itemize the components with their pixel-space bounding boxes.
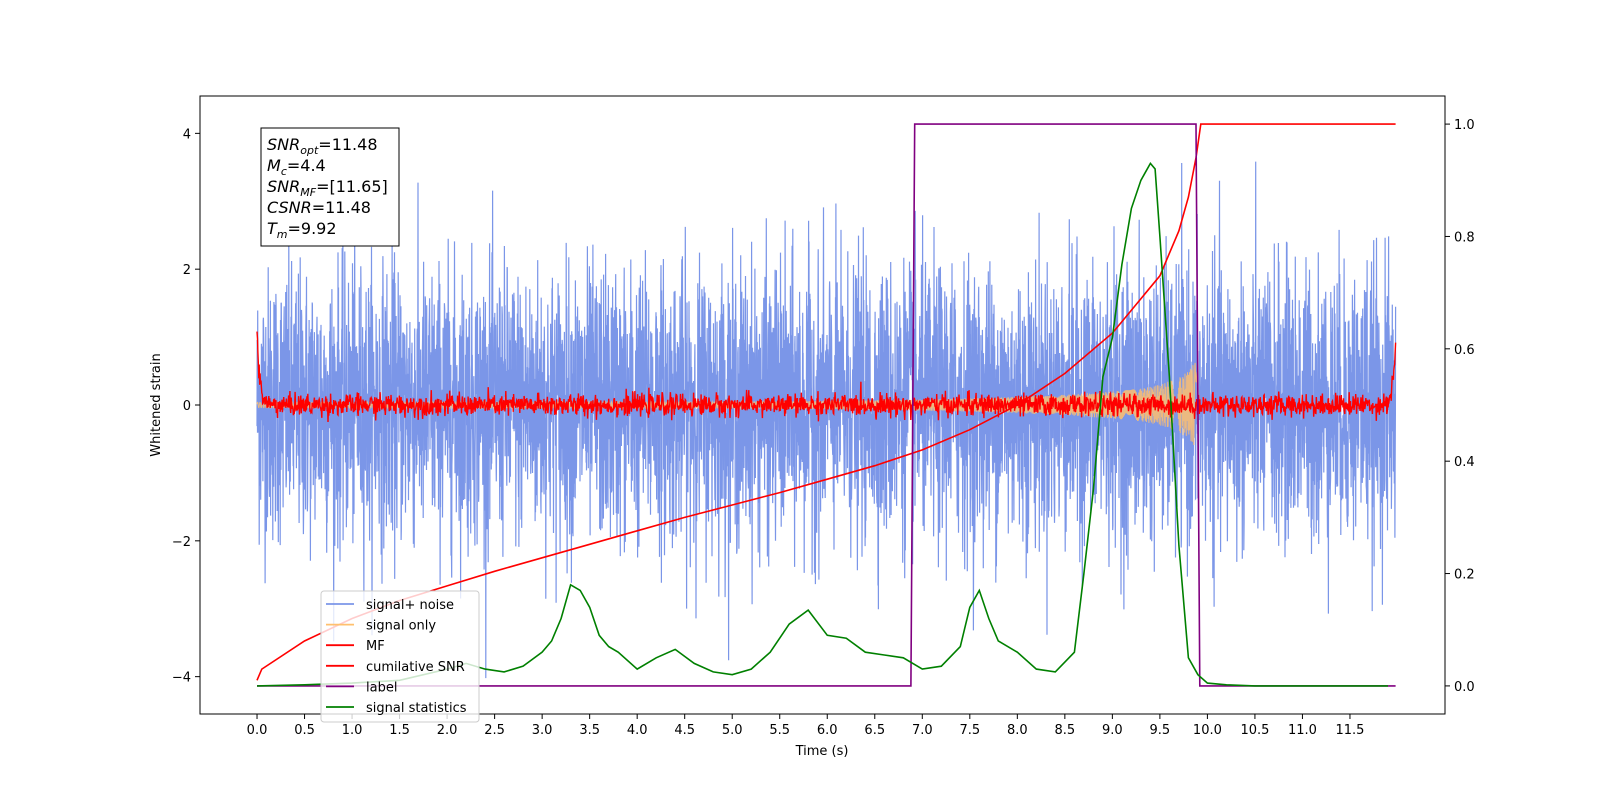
- x-tick-label: 1.0: [342, 723, 363, 738]
- x-tick-label: 9.0: [1102, 723, 1123, 738]
- x-tick-label: 10.0: [1193, 723, 1222, 738]
- y-axis-right: 1.0 0.8 0.6 0.4 0.2 0.0: [1445, 118, 1475, 695]
- annotation-subscript: m: [277, 228, 288, 241]
- x-tick-label: 8.0: [1007, 723, 1028, 738]
- x-axis: 0.0 0.5 1.0 1.5 2.0 2.5 3.0 3.5 4.0 4.5 5.0 5.5 6.0 6…: [247, 714, 1364, 738]
- y-right-tick-label: 0.0: [1454, 680, 1475, 695]
- series-mf: [256, 331, 1397, 423]
- annotation-value: =11.48: [318, 135, 377, 154]
- x-tick-label: 11.5: [1335, 723, 1364, 738]
- annotation-symbol: T: [267, 219, 278, 238]
- x-tick-label: 0.0: [247, 723, 268, 738]
- annotation-line: SNRMF=[11.65]: [267, 177, 388, 199]
- x-tick-label: 10.5: [1240, 723, 1269, 738]
- annotation-line: Tm=9.92: [267, 219, 337, 241]
- annotation-value: =4.4: [287, 156, 326, 175]
- x-tick-label: 3.5: [579, 723, 600, 738]
- annotation-line: Mc=4.4: [267, 156, 326, 178]
- series-signal-plus-noise: [256, 161, 1397, 679]
- annotation-line: CSNR=11.48: [267, 198, 371, 217]
- annotation-value: =9.92: [288, 219, 337, 238]
- x-tick-label: 1.5: [389, 723, 410, 738]
- x-tick-label: 6.5: [864, 723, 885, 738]
- legend-entry: label: [366, 680, 397, 695]
- y-right-tick-label: 0.4: [1454, 455, 1475, 470]
- annotation-symbol: CSNR: [267, 198, 312, 217]
- y-right-tick-label: 0.2: [1454, 568, 1475, 583]
- x-tick-label: 7.0: [912, 723, 933, 738]
- legend-entry: signal only: [366, 619, 436, 634]
- legend: signal+ noise signal only MF cumilative SNR…: [320, 590, 480, 723]
- legend-entry: signal+ noise: [366, 598, 454, 613]
- y-axis-left: 4 2 0 −2 −4: [172, 127, 200, 686]
- x-tick-label: 5.0: [722, 723, 743, 738]
- y-right-tick-label: 1.0: [1454, 118, 1475, 133]
- x-tick-label: 2.5: [484, 723, 505, 738]
- x-tick-label: 2.0: [437, 723, 458, 738]
- y-left-tick-label: −2: [172, 535, 191, 550]
- y-right-tick-label: 0.6: [1454, 343, 1475, 358]
- series-signal-statistics: [256, 161, 1388, 687]
- annotation-subscript: MF: [300, 186, 316, 199]
- legend-entry: MF: [366, 639, 385, 654]
- x-tick-label: 8.5: [1055, 723, 1076, 738]
- x-tick-label: 6.0: [817, 723, 838, 738]
- y-left-tick-label: 2: [183, 263, 191, 278]
- annotation-subscript: opt: [300, 144, 319, 157]
- annotation-symbol: M: [267, 156, 281, 175]
- x-axis-label: Time (s): [795, 744, 849, 759]
- y-left-tick-label: 0: [183, 399, 191, 414]
- legend-entry: signal statistics: [366, 701, 467, 716]
- annotation-line: SNRopt=11.48: [267, 135, 378, 157]
- x-tick-label: 3.0: [532, 723, 553, 738]
- x-tick-label: 7.5: [959, 723, 980, 738]
- x-tick-label: 4.5: [674, 723, 695, 738]
- annotation-frame: [260, 127, 400, 247]
- stats-annotation: SNRopt=11.48Mc=4.4SNRMF=[11.65]CSNR=11.4…: [260, 127, 400, 247]
- x-tick-label: 0.5: [294, 723, 315, 738]
- annotation-subscript: c: [281, 165, 287, 178]
- series-label: [257, 123, 1396, 687]
- legend-frame: [320, 590, 480, 723]
- x-tick-label: 5.5: [769, 723, 790, 738]
- y-axis-label: Whitened strain: [149, 353, 164, 456]
- annotation-symbol: SNR: [267, 177, 300, 196]
- legend-entry: cumilative SNR: [366, 660, 465, 675]
- annotation-value: =11.48: [312, 198, 371, 217]
- y-left-tick-label: 4: [183, 127, 191, 142]
- x-tick-label: 11.0: [1288, 723, 1317, 738]
- annotation-value: =[11.65]: [316, 177, 388, 196]
- x-tick-label: 9.5: [1150, 723, 1171, 738]
- annotation-symbol: SNR: [267, 135, 300, 154]
- x-tick-label: 4.0: [627, 723, 648, 738]
- y-left-tick-label: −4: [172, 671, 191, 686]
- y-right-tick-label: 0.8: [1454, 230, 1475, 245]
